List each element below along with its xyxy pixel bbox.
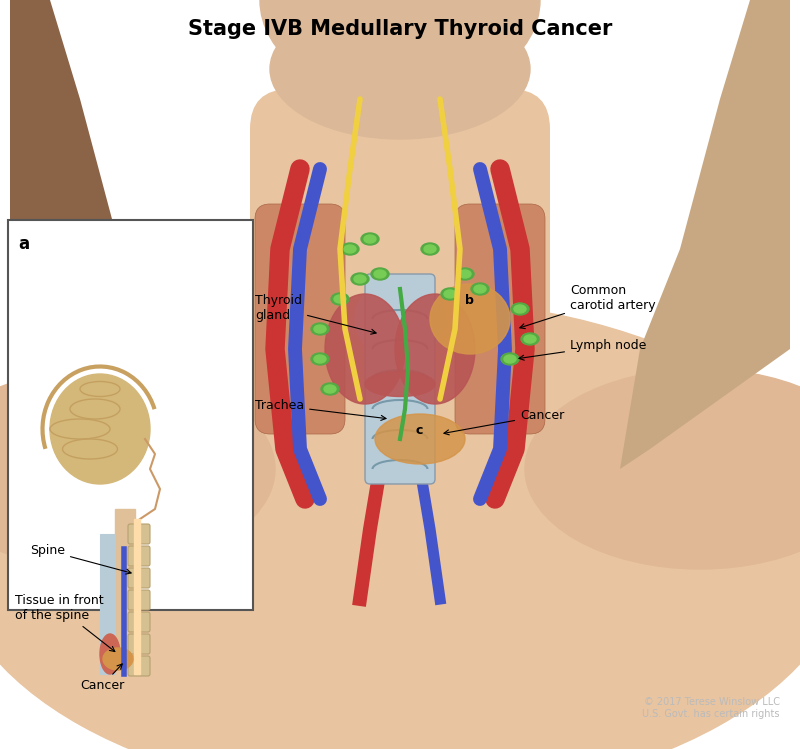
FancyBboxPatch shape	[250, 89, 550, 449]
Ellipse shape	[474, 285, 486, 293]
Ellipse shape	[456, 268, 474, 280]
FancyBboxPatch shape	[365, 274, 435, 484]
FancyBboxPatch shape	[128, 656, 150, 676]
Ellipse shape	[50, 374, 150, 484]
Ellipse shape	[344, 245, 356, 253]
Polygon shape	[10, 0, 180, 469]
Bar	[115, 509, 135, 669]
FancyBboxPatch shape	[128, 590, 150, 610]
FancyBboxPatch shape	[128, 634, 150, 654]
Ellipse shape	[0, 369, 275, 569]
Ellipse shape	[341, 243, 359, 255]
Ellipse shape	[441, 288, 459, 300]
Text: Trachea: Trachea	[255, 399, 386, 420]
Text: Spine: Spine	[30, 544, 131, 574]
FancyBboxPatch shape	[128, 546, 150, 566]
Polygon shape	[620, 0, 790, 469]
Ellipse shape	[471, 283, 489, 295]
Ellipse shape	[430, 284, 510, 354]
Ellipse shape	[525, 369, 800, 569]
Text: a: a	[18, 235, 29, 253]
Ellipse shape	[514, 305, 526, 313]
Ellipse shape	[351, 273, 369, 285]
Ellipse shape	[375, 414, 465, 464]
Ellipse shape	[260, 0, 540, 100]
Ellipse shape	[371, 268, 389, 280]
Ellipse shape	[334, 295, 346, 303]
FancyBboxPatch shape	[455, 204, 545, 434]
Ellipse shape	[100, 634, 120, 674]
Text: c: c	[415, 424, 422, 437]
Ellipse shape	[314, 355, 326, 363]
Ellipse shape	[459, 270, 471, 278]
Text: Cancer: Cancer	[444, 409, 564, 435]
Ellipse shape	[325, 294, 405, 404]
Ellipse shape	[270, 0, 530, 139]
Ellipse shape	[354, 275, 366, 283]
Text: Common
carotid artery: Common carotid artery	[520, 284, 656, 329]
Ellipse shape	[511, 303, 529, 315]
FancyBboxPatch shape	[8, 220, 253, 610]
Text: Tissue in front
of the spine: Tissue in front of the spine	[15, 594, 115, 652]
Ellipse shape	[424, 245, 436, 253]
Ellipse shape	[501, 353, 519, 365]
Ellipse shape	[311, 323, 329, 335]
FancyBboxPatch shape	[255, 204, 345, 434]
Ellipse shape	[331, 293, 349, 305]
Ellipse shape	[0, 299, 800, 749]
Ellipse shape	[103, 648, 133, 670]
Text: b: b	[465, 294, 474, 307]
FancyBboxPatch shape	[128, 524, 150, 544]
Ellipse shape	[311, 353, 329, 365]
Bar	[134, 519, 140, 674]
Bar	[100, 534, 115, 674]
Ellipse shape	[361, 233, 379, 245]
Text: © 2017 Terese Winslow LLC
U.S. Govt. has certain rights: © 2017 Terese Winslow LLC U.S. Govt. has…	[642, 697, 780, 719]
Ellipse shape	[321, 383, 339, 395]
Ellipse shape	[421, 243, 439, 255]
Ellipse shape	[521, 333, 539, 345]
Ellipse shape	[364, 235, 376, 243]
Ellipse shape	[324, 385, 336, 393]
Ellipse shape	[504, 355, 516, 363]
Ellipse shape	[395, 294, 475, 404]
Ellipse shape	[355, 279, 445, 359]
Text: Lymph node: Lymph node	[519, 339, 646, 360]
Text: Stage IVB Medullary Thyroid Cancer: Stage IVB Medullary Thyroid Cancer	[188, 19, 612, 39]
Text: Cancer: Cancer	[80, 664, 124, 692]
FancyBboxPatch shape	[128, 568, 150, 588]
Ellipse shape	[314, 325, 326, 333]
Ellipse shape	[444, 290, 456, 298]
Ellipse shape	[524, 335, 536, 343]
Text: Thyroid
gland: Thyroid gland	[255, 294, 376, 334]
Ellipse shape	[365, 372, 435, 396]
FancyBboxPatch shape	[128, 612, 150, 632]
Ellipse shape	[374, 270, 386, 278]
